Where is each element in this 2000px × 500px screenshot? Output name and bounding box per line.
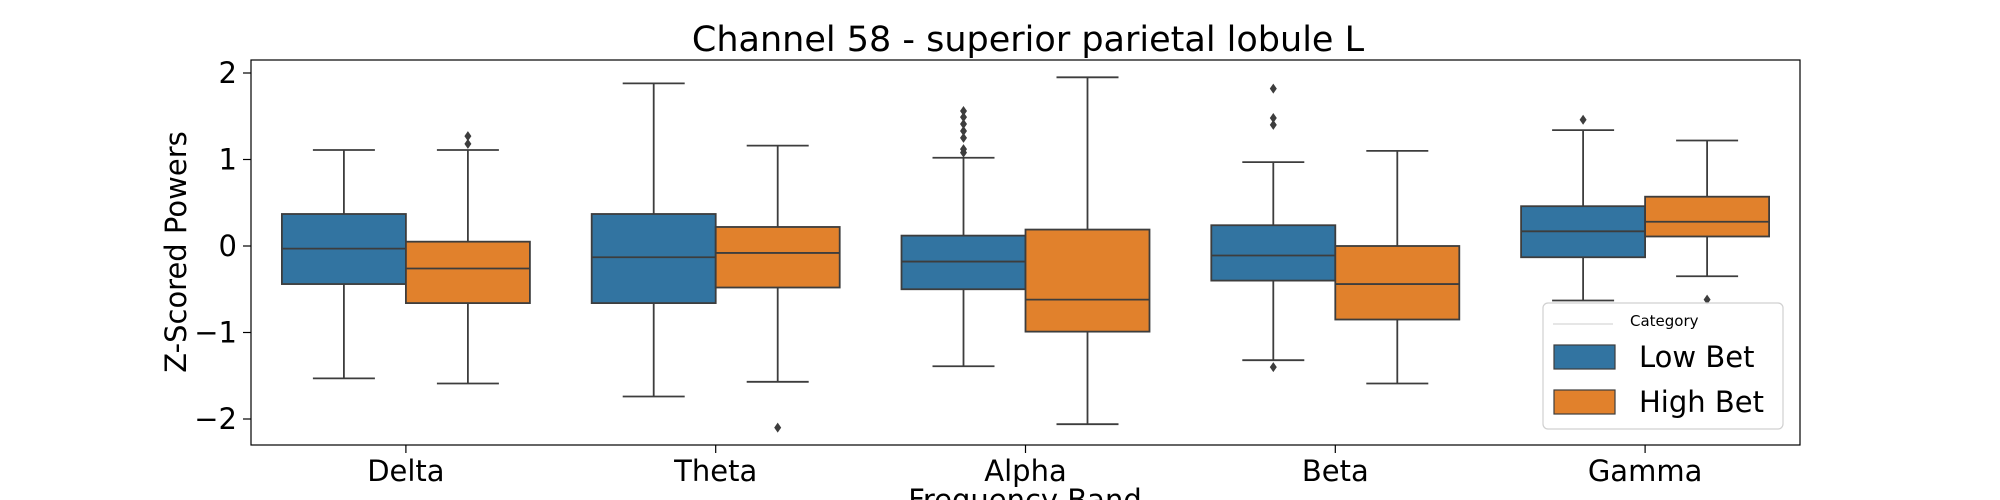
x-axis-label: Frequency Band: [908, 483, 1142, 500]
box-group: [1520, 114, 1646, 302]
legend-label-high-bet: High Bet: [1639, 385, 1764, 419]
outlier-point: [960, 106, 967, 117]
box-group: [404, 131, 531, 385]
outlier-point: [960, 119, 967, 130]
legend-title: Category: [1630, 312, 1699, 330]
outlier-point: [960, 125, 967, 136]
box-series: [280, 76, 1770, 433]
y-tick-label: 2: [219, 56, 237, 90]
box-group: [1644, 139, 1770, 305]
outlier-point: [960, 144, 967, 155]
x-tick-label: Alpha: [984, 454, 1066, 488]
box-iqr: [714, 226, 841, 289]
outlier-point: [960, 112, 967, 123]
outlier-point: [960, 132, 967, 143]
y-tick-label: −2: [194, 402, 237, 436]
box-iqr: [1210, 224, 1337, 282]
y-tick-label: −1: [194, 316, 237, 350]
outlier-point: [464, 138, 472, 149]
box-iqr: [1024, 228, 1151, 333]
outlier-point: [774, 422, 782, 433]
y-tick-label: 1: [219, 143, 237, 177]
outlier-point: [1269, 119, 1277, 130]
chart-title: Channel 58 - superior parietal lobule L: [692, 20, 1365, 60]
x-tick-label: Delta: [367, 454, 444, 488]
box-group: [900, 106, 1027, 368]
box-group: [714, 144, 841, 433]
box-group: [1334, 149, 1461, 385]
box-iqr: [590, 213, 717, 304]
x-tick-label: Gamma: [1588, 454, 1703, 488]
legend-swatch-high-bet: [1553, 389, 1616, 415]
box-iqr: [1334, 245, 1461, 321]
x-tick-label: Beta: [1302, 454, 1369, 488]
legend-label-low-bet: Low Bet: [1639, 340, 1754, 374]
box-group: [280, 149, 407, 380]
outlier-point: [1269, 362, 1277, 373]
x-tick-label: Theta: [673, 454, 757, 488]
box-group: [1210, 83, 1337, 373]
outlier-point: [1579, 114, 1587, 125]
legend: Category Low Bet High Bet: [1542, 302, 1784, 430]
box-group: [1024, 76, 1151, 426]
outlier-point: [464, 131, 472, 142]
legend-swatch-low-bet: [1553, 344, 1616, 370]
outlier-point: [1703, 294, 1711, 305]
y-tick-label: 0: [219, 229, 237, 263]
outlier-point: [1269, 83, 1277, 94]
x-axis: Delta Theta Alpha Beta Gamma: [367, 445, 1702, 488]
box-group: [590, 82, 717, 398]
outlier-point: [1269, 112, 1277, 123]
box-iqr: [1644, 195, 1770, 238]
box-iqr: [404, 240, 531, 304]
y-axis-label: Z-Scored Powers: [159, 131, 193, 372]
y-axis: 2 1 0 −1 −2: [194, 56, 251, 436]
